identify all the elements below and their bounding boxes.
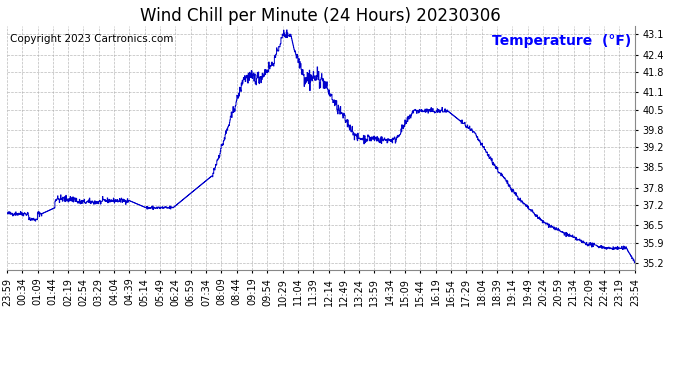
- Text: Temperature  (°F): Temperature (°F): [493, 34, 631, 48]
- Title: Wind Chill per Minute (24 Hours) 20230306: Wind Chill per Minute (24 Hours) 2023030…: [141, 7, 501, 25]
- Text: Copyright 2023 Cartronics.com: Copyright 2023 Cartronics.com: [10, 34, 173, 44]
